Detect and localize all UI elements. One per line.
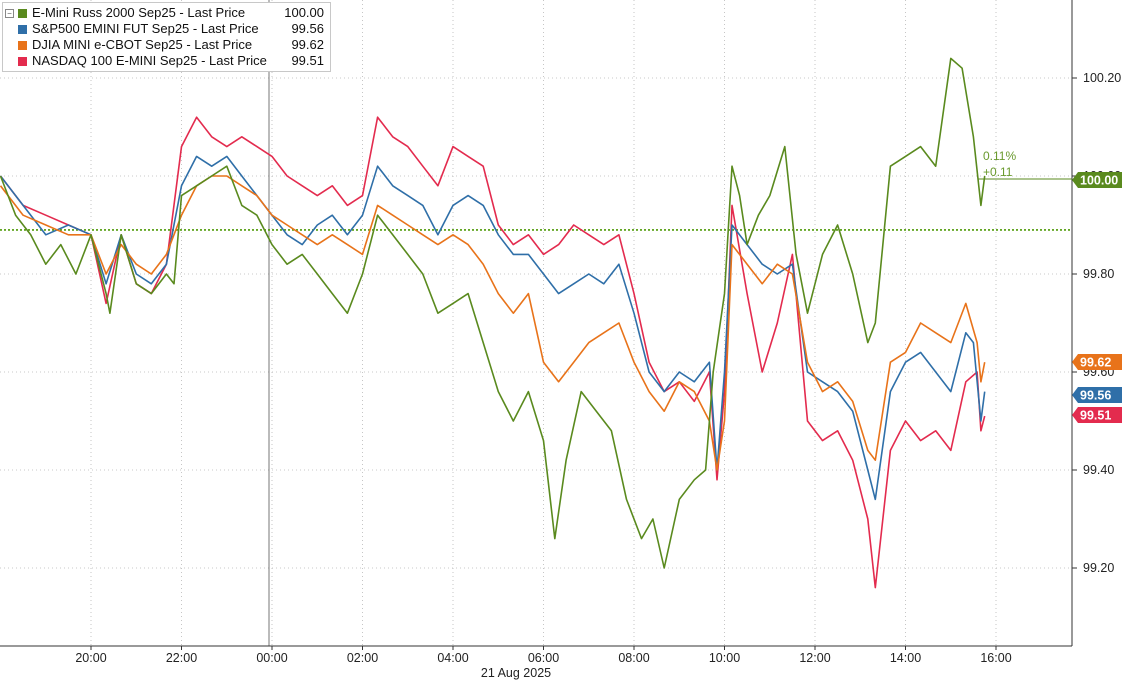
legend-row: S&P500 EMINI FUT Sep25 - Last Price 99.5… [5, 21, 324, 37]
minus-box-icon[interactable]: − [5, 8, 14, 18]
x-tick-label: 16:00 [980, 651, 1011, 665]
grid-lines [0, 0, 1072, 646]
legend-row: DJIA MINI e-CBOT Sep25 - Last Price 99.6… [5, 37, 324, 53]
last-value-tag: 100.00 [1072, 172, 1122, 188]
annotation-pct: 0.11% [983, 149, 1016, 163]
x-tick-label: 14:00 [890, 651, 921, 665]
series-line [0, 116, 986, 589]
legend-row: − E-Mini Russ 2000 Sep25 - Last Price 10… [5, 5, 324, 21]
x-tick-label: 22:00 [166, 651, 197, 665]
tag-background [1072, 354, 1122, 370]
last-value-tags: 100.00 99.62 99.56 99.51 [1072, 172, 1122, 423]
legend-swatch [18, 24, 27, 34]
legend-row: NASDAQ 100 E-MINI Sep25 - Last Price 99.… [5, 53, 324, 69]
last-value-tag: 99.51 [1072, 407, 1122, 423]
date-label: 21 Aug 2025 [481, 666, 551, 680]
change-annotation: 0.11% +0.11 [978, 149, 1072, 180]
legend-swatch [18, 8, 27, 18]
legend-value: 99.62 [291, 37, 324, 52]
last-value-tag: 99.56 [1072, 387, 1122, 403]
x-tick-label: 06:00 [528, 651, 559, 665]
x-tick-label: 12:00 [799, 651, 830, 665]
series-line [0, 155, 986, 501]
annotation-abs: +0.11 [983, 165, 1013, 179]
legend: − E-Mini Russ 2000 Sep25 - Last Price 10… [2, 2, 331, 72]
tag-background [1072, 407, 1122, 423]
x-tick-label: 04:00 [437, 651, 468, 665]
legend-swatch [18, 56, 27, 66]
legend-label: S&P500 EMINI FUT Sep25 - Last Price [32, 21, 259, 36]
legend-swatch [18, 40, 27, 50]
y-tick-label: 99.20 [1083, 561, 1114, 575]
y-tick-label: 99.40 [1083, 463, 1114, 477]
tag-background [1072, 172, 1122, 188]
legend-value: 99.51 [291, 53, 324, 68]
plot-background [0, 0, 1072, 646]
tag-label: 99.56 [1080, 389, 1111, 403]
legend-label: DJIA MINI e-CBOT Sep25 - Last Price [32, 37, 253, 52]
x-tick-label: 00:00 [256, 651, 287, 665]
x-tick-label: 08:00 [618, 651, 649, 665]
series-group [0, 57, 986, 589]
x-tick-label: 02:00 [347, 651, 378, 665]
series-line [0, 57, 986, 569]
last-value-tag: 99.62 [1072, 354, 1122, 370]
y-tick-label: 100.20 [1083, 71, 1121, 85]
tag-background [1072, 387, 1122, 403]
x-tick-label: 20:00 [75, 651, 106, 665]
legend-value: 100.00 [284, 5, 324, 20]
y-tick-label: 99.80 [1083, 267, 1114, 281]
tag-label: 99.51 [1080, 409, 1111, 423]
tag-label: 100.00 [1080, 174, 1118, 188]
legend-label: NASDAQ 100 E-MINI Sep25 - Last Price [32, 53, 267, 68]
tag-label: 99.62 [1080, 356, 1111, 370]
legend-value: 99.56 [291, 21, 324, 36]
x-axis-ticks: 20:00 22:00 00:00 02:00 04:00 06:00 08:00 10:00… [75, 646, 1012, 665]
legend-label: E-Mini Russ 2000 Sep25 - Last Price [32, 5, 246, 20]
x-tick-label: 10:00 [709, 651, 740, 665]
